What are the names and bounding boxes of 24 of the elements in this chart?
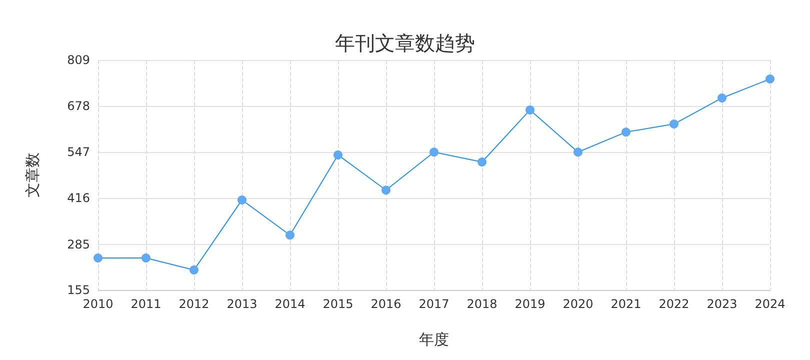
x-tick-label: 2014 — [274, 297, 306, 311]
x-tick-label: 2021 — [610, 297, 642, 311]
x-tick-label: 2023 — [706, 297, 738, 311]
x-tick-label: 2022 — [658, 297, 690, 311]
x-tick-label: 2016 — [370, 297, 402, 311]
x-tick-label: 2017 — [418, 297, 450, 311]
x-tick-label: 2018 — [466, 297, 498, 311]
chart-title: 年刊文章数趋势 — [335, 31, 475, 55]
y-tick-label: 155 — [67, 283, 90, 297]
y-tick-label: 285 — [67, 237, 90, 252]
y-tick-label: 678 — [67, 99, 90, 114]
y-axis-title: 文章数 — [24, 152, 42, 198]
y-tick-label: 809 — [67, 53, 90, 67]
x-tick-label: 2011 — [130, 297, 162, 311]
x-tick-label: 2020 — [562, 297, 594, 311]
x-axis-title: 年度 — [419, 330, 449, 348]
x-tick-label: 2015 — [322, 297, 354, 311]
x-tick-label: 2010 — [82, 297, 114, 311]
y-tick-label: 416 — [67, 191, 90, 206]
x-tick-label: 2024 — [754, 297, 786, 311]
x-tick-label: 2012 — [178, 297, 210, 311]
x-tick-label: 2019 — [514, 297, 546, 311]
y-tick-label: 547 — [67, 145, 90, 160]
x-tick-label: 2013 — [226, 297, 258, 311]
